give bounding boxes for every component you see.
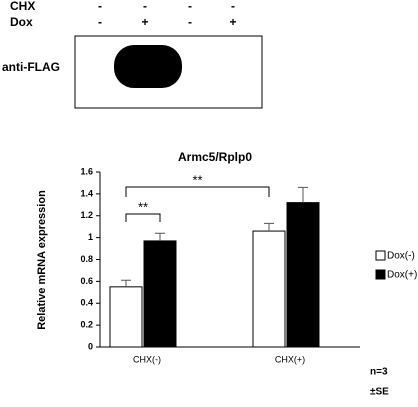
annotation: ** — [138, 199, 148, 214]
y-tick-label: 0.2 — [80, 320, 93, 330]
row-label: Dox — [10, 15, 33, 29]
row-label: CHX — [10, 0, 35, 13]
error-bar — [121, 279, 131, 287]
legend-swatch — [375, 269, 386, 280]
antibody-label: anti-FLAG — [2, 60, 60, 74]
legend-swatch — [375, 250, 386, 261]
y-tick-label: 0.4 — [80, 298, 93, 308]
error-bar — [298, 186, 308, 203]
bar — [286, 202, 320, 348]
bar — [252, 230, 286, 348]
sign: - — [188, 15, 192, 29]
y-tick-label: 0.6 — [80, 276, 93, 286]
sign: - — [231, 0, 235, 13]
error-bar — [155, 232, 165, 241]
sign: + — [141, 15, 148, 29]
note: ±SE — [370, 387, 389, 398]
note: n=3 — [370, 367, 388, 378]
legend-label: Dox(-) — [387, 251, 415, 262]
y-tick-label: 0 — [88, 341, 93, 351]
error-bar — [264, 222, 274, 232]
y-tick-label: 1.6 — [80, 166, 93, 176]
sign: - — [98, 0, 102, 13]
y-axis-label: Relative mRNA expression — [36, 190, 48, 330]
y-tick-label: 1.2 — [80, 210, 93, 220]
sign: - — [98, 15, 102, 29]
y-tick-label: 1 — [88, 232, 93, 242]
annotation: ** — [192, 172, 202, 187]
bar — [143, 240, 177, 348]
bracket — [125, 186, 270, 197]
sign: - — [188, 0, 192, 13]
x-tick-label: CHX(+) — [275, 354, 305, 364]
chart-title: Armc5/Rplp0 — [178, 150, 252, 164]
sign: + — [229, 15, 236, 29]
y-tick-label: 0.8 — [80, 254, 93, 264]
x-tick-label: CHX(-) — [133, 354, 161, 364]
y-tick-label: 1.4 — [80, 188, 93, 198]
blot-band — [114, 45, 182, 88]
bracket — [125, 213, 161, 222]
sign: - — [143, 0, 147, 13]
bar — [109, 286, 143, 348]
legend-label: Dox(+) — [387, 270, 417, 281]
